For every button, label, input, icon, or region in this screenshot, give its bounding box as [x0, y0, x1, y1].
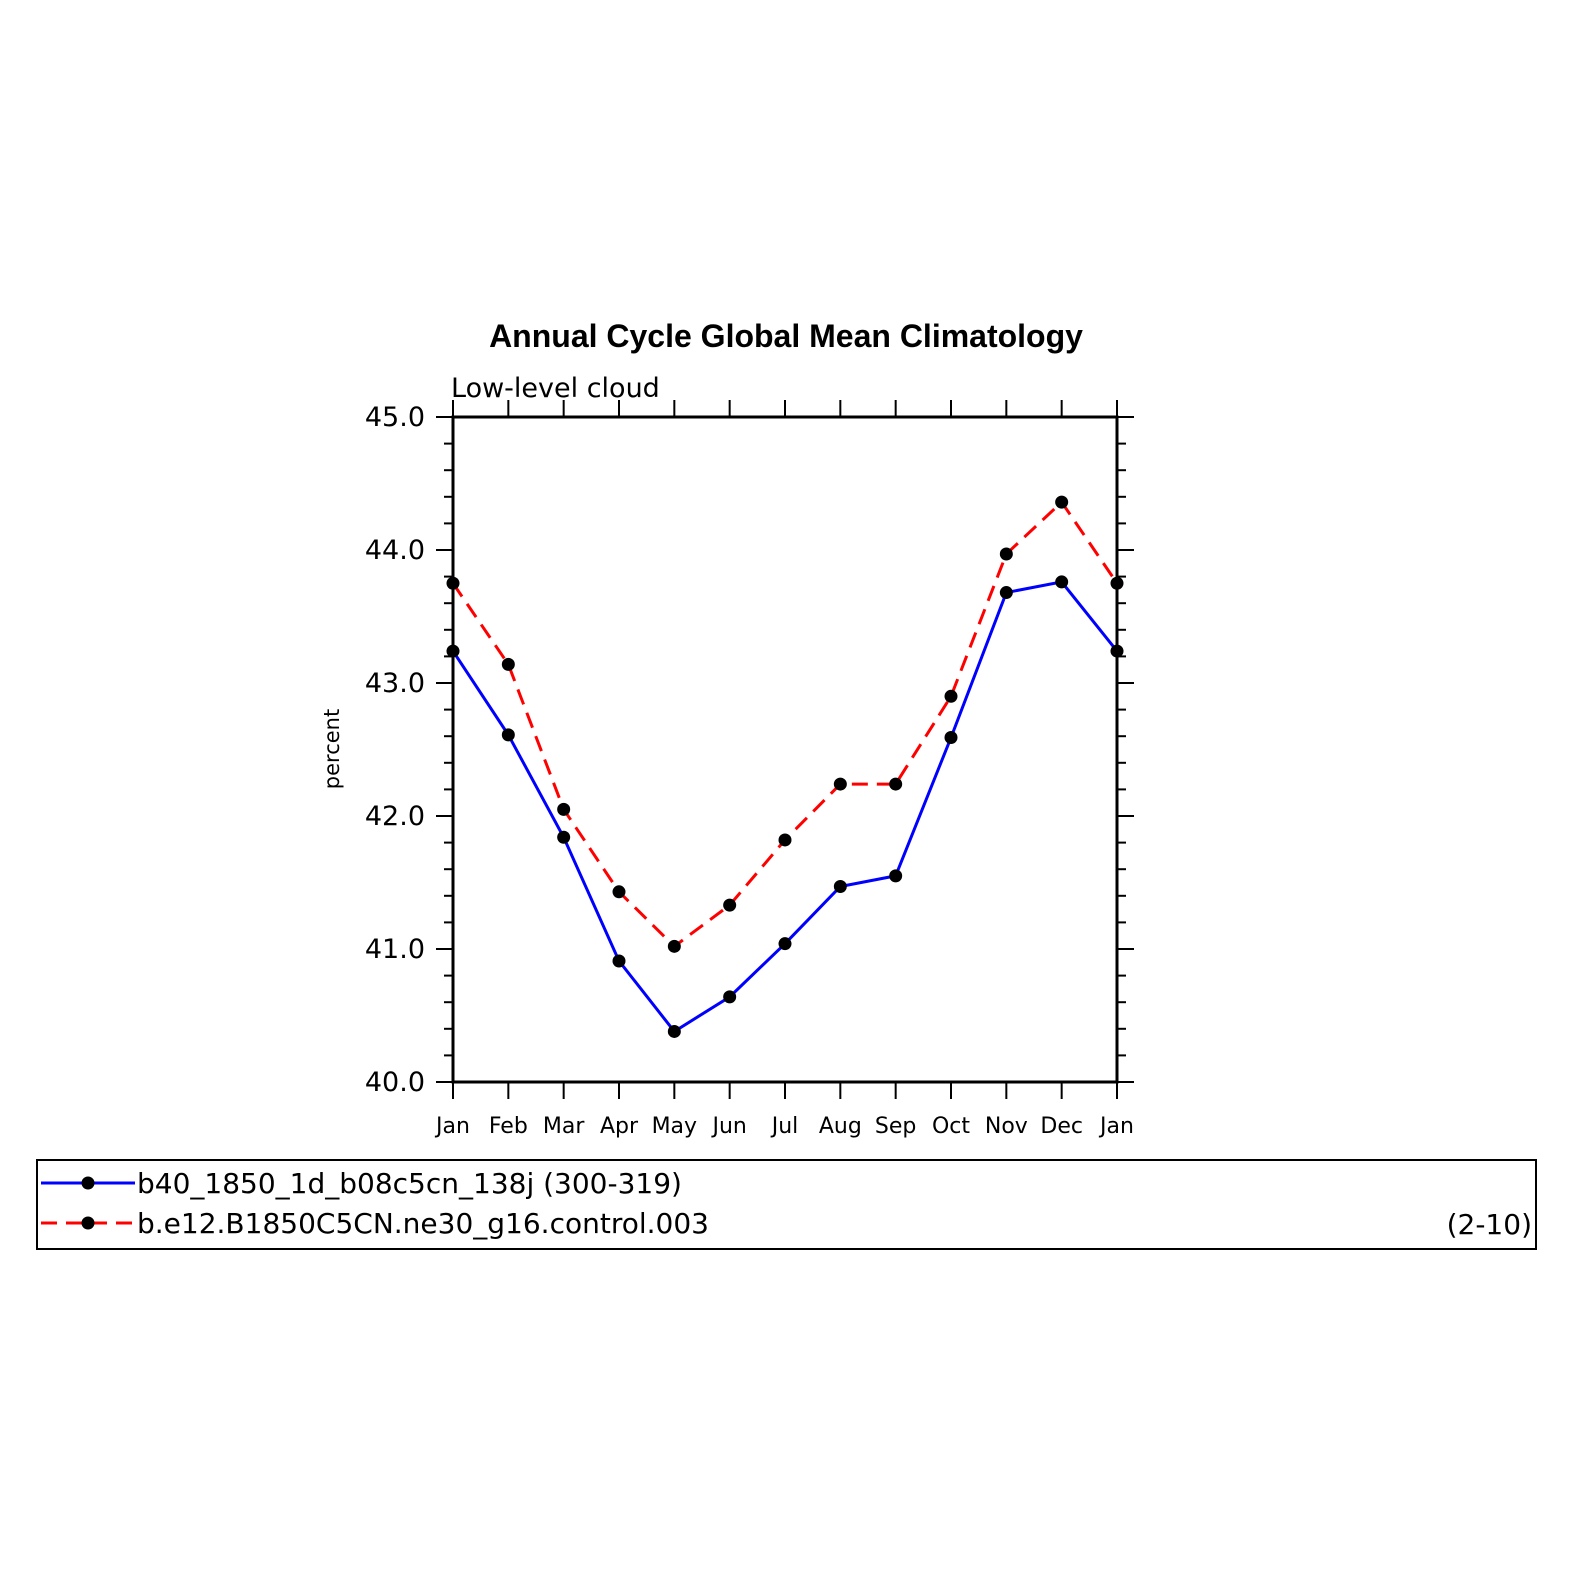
legend-marker [81, 1176, 95, 1190]
y-axis-label: percent [320, 709, 344, 789]
data-point [501, 657, 515, 671]
y-tick-label: 45.0 [365, 402, 425, 433]
data-point [612, 954, 626, 968]
data-point [1055, 575, 1069, 589]
y-tick-label: 43.0 [365, 668, 425, 699]
data-point [833, 777, 847, 791]
x-tick-label: Dec [1040, 1114, 1083, 1139]
x-tick-label: Jan [434, 1114, 470, 1139]
data-point [889, 777, 903, 791]
data-point [612, 885, 626, 899]
data-point [723, 990, 737, 1004]
chart-subtitle: Low-level cloud [451, 373, 660, 404]
data-point [557, 830, 571, 844]
x-axis-ticks: Jan Feb Mar Apr May Jun Jul Aug Sep Oct Nov Dec Jan [434, 400, 1134, 1139]
data-point [667, 1024, 681, 1038]
data-point [557, 802, 571, 816]
data-point [944, 689, 958, 703]
data-point [999, 586, 1013, 600]
x-tick-label: Nov [985, 1114, 1028, 1139]
series-line-2 [451, 499, 1119, 949]
y-tick-label: 40.0 [365, 1067, 425, 1098]
x-tick-label: Sep [875, 1114, 916, 1139]
x-tick-label: Jan [1098, 1114, 1134, 1139]
series-line-1 [451, 580, 1119, 1034]
y-tick-label: 44.0 [365, 535, 425, 566]
plot-frame [451, 415, 1119, 1084]
series-markers [446, 495, 1124, 1038]
data-point [833, 879, 847, 893]
x-tick-label: Feb [489, 1114, 528, 1139]
legend-note: (2-10) [1447, 1208, 1532, 1241]
data-point [501, 728, 515, 742]
x-tick-label: Mar [543, 1114, 585, 1139]
data-point [667, 939, 681, 953]
y-axis-ticks: 40.0 41.0 42.0 43.0 44.0 45.0 [365, 402, 1134, 1098]
data-point [723, 898, 737, 912]
legend: (2-10) b40_1850_1d_b08c5cn_138j (300-319… [36, 1159, 1537, 1250]
x-tick-label: Jun [710, 1114, 746, 1139]
series-lines [451, 499, 1119, 1034]
y-tick-label: 41.0 [365, 934, 425, 965]
chart-title: Annual Cycle Global Mean Climatology [489, 318, 1083, 354]
y-tick-label: 42.0 [365, 801, 425, 832]
legend-box [36, 1159, 1537, 1250]
legend-label-1: b40_1850_1d_b08c5cn_138j (300-319) [137, 1167, 682, 1200]
data-point [446, 644, 460, 658]
legend-marker [81, 1216, 95, 1230]
data-point [999, 547, 1013, 561]
x-tick-label: Apr [600, 1114, 639, 1139]
data-point [1110, 644, 1124, 658]
data-point [889, 869, 903, 883]
data-point [778, 937, 792, 951]
x-tick-label: Oct [932, 1114, 970, 1139]
x-tick-label: May [652, 1114, 697, 1139]
data-point [446, 576, 460, 590]
data-point [1110, 576, 1124, 590]
legend-label-2: b.e12.B1850C5CN.ne30_g16.control.003 [137, 1207, 709, 1240]
x-tick-label: Jul [770, 1114, 799, 1139]
data-point [1055, 495, 1069, 509]
data-point [778, 833, 792, 847]
x-tick-label: Aug [819, 1114, 862, 1139]
data-point [944, 731, 958, 745]
